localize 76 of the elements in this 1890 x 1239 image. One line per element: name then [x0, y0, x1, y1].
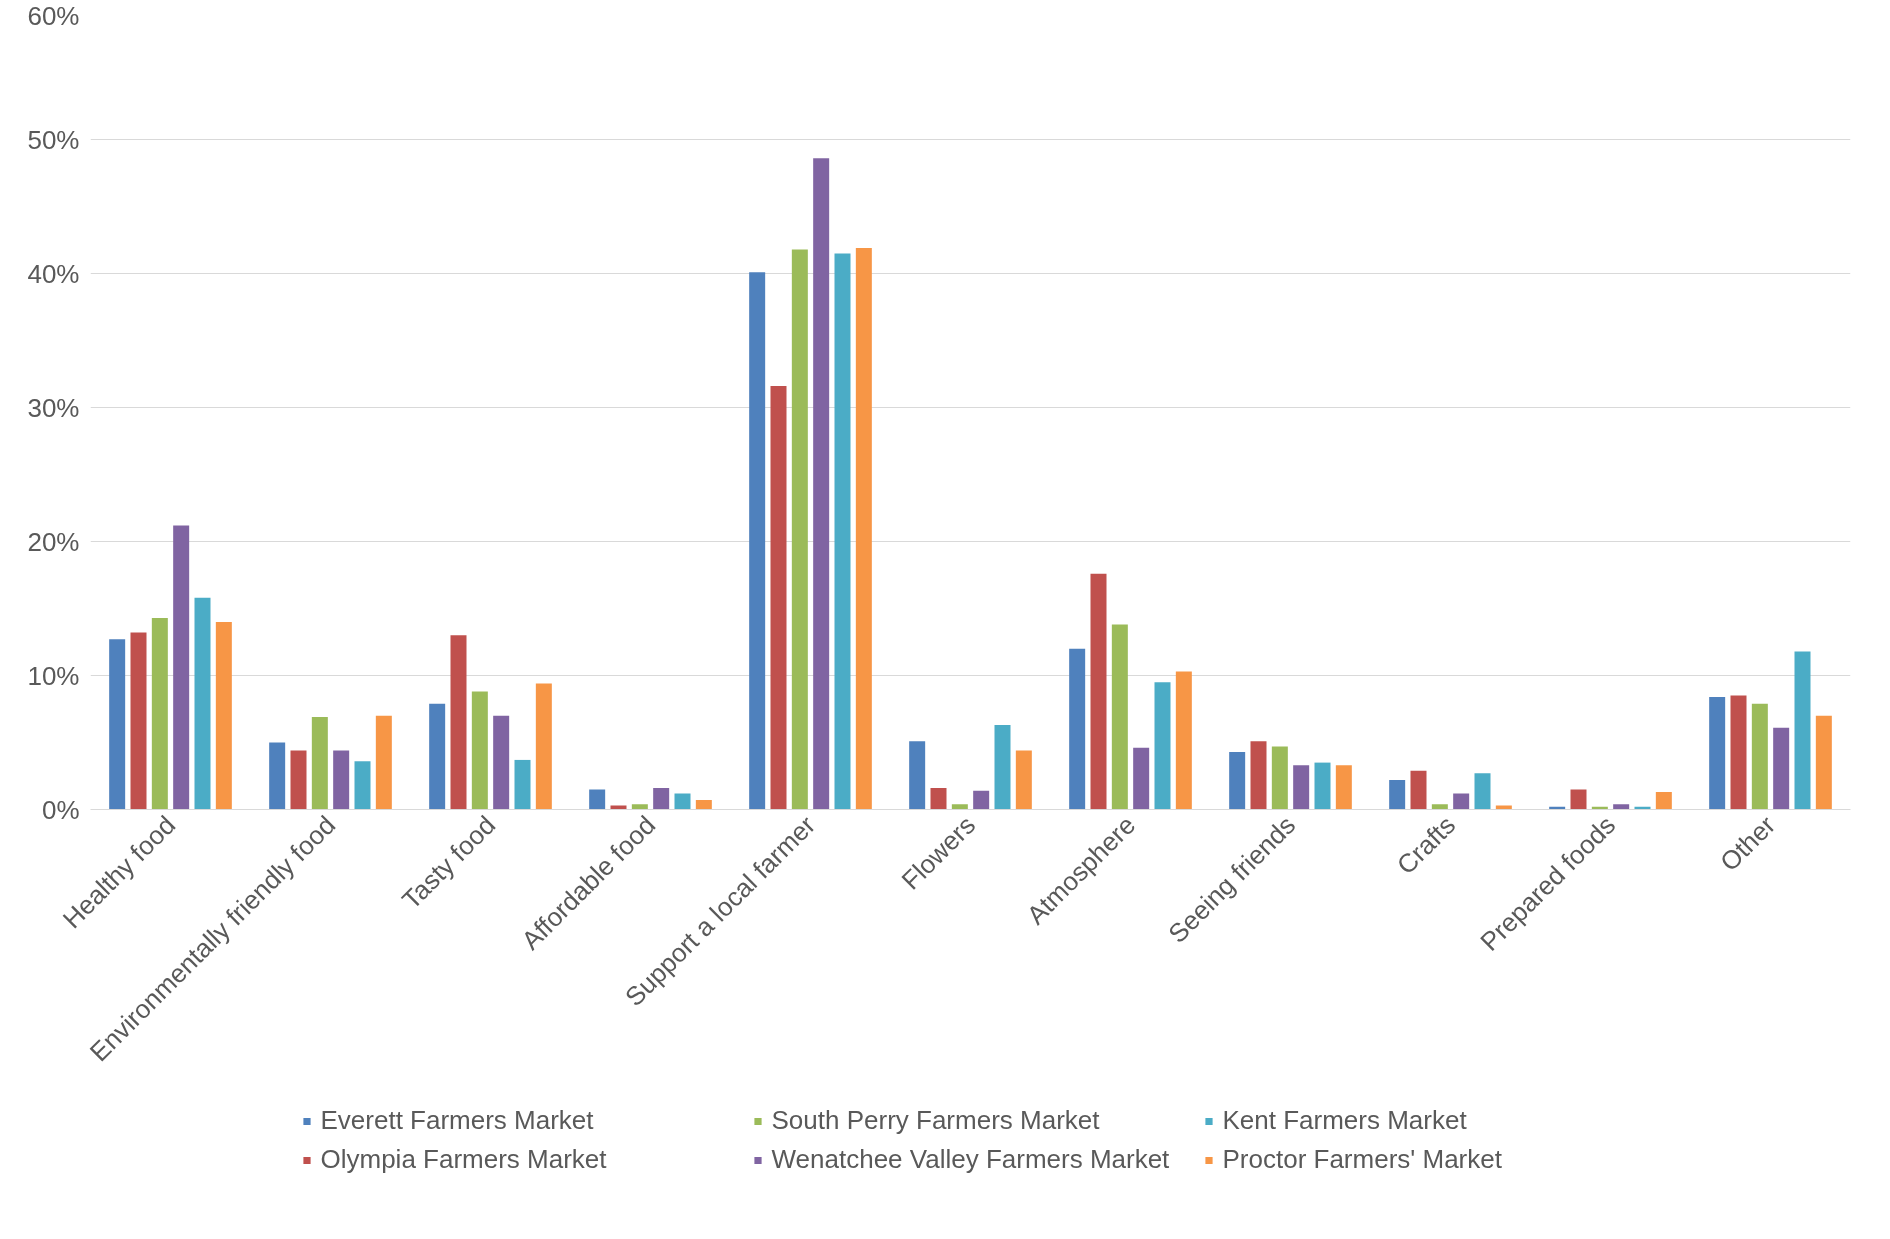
bar [610, 805, 627, 810]
bar [770, 386, 787, 810]
bar [1453, 793, 1470, 810]
legend-label: Kent Farmers Market [1222, 1105, 1468, 1136]
bar [1111, 624, 1128, 810]
legend-label: Proctor Farmers' Market [1222, 1144, 1503, 1175]
bar [450, 635, 467, 810]
bar [674, 793, 691, 810]
y-tick-label: 50% [27, 124, 80, 155]
bar [333, 750, 350, 810]
bar [1015, 750, 1032, 810]
bar [1335, 765, 1352, 810]
bar [130, 632, 147, 810]
y-tick-label: 60% [27, 0, 80, 31]
bar [1655, 792, 1672, 810]
bar [1175, 671, 1192, 810]
bar [1229, 751, 1246, 810]
bar [109, 639, 126, 810]
bar [173, 525, 190, 810]
bar [855, 248, 872, 810]
bar [1773, 727, 1790, 810]
bar [375, 715, 392, 810]
bar [909, 741, 926, 810]
bar [1090, 573, 1107, 810]
bar [1709, 696, 1726, 810]
legend-label: Olympia Farmers Market [320, 1144, 608, 1175]
bar [1613, 804, 1630, 810]
bar [791, 249, 808, 810]
y-tick-label: 40% [27, 258, 80, 289]
bar [653, 788, 670, 810]
bar [973, 790, 990, 810]
bar [1293, 765, 1310, 810]
bar [311, 717, 328, 810]
bar [1069, 648, 1086, 810]
bar [994, 725, 1011, 810]
bar [1314, 762, 1331, 810]
bar [1751, 703, 1768, 810]
bar [1794, 651, 1811, 810]
bar [1154, 682, 1171, 810]
bar [1133, 747, 1150, 810]
bar [215, 621, 232, 810]
bar [471, 691, 488, 810]
bar [535, 683, 552, 810]
bar [151, 617, 168, 810]
bar [589, 789, 606, 810]
bar [514, 759, 531, 810]
bar [1250, 741, 1267, 810]
bar [1271, 746, 1288, 810]
legend-label: Wenatchee Valley Farmers Market [771, 1144, 1171, 1175]
bar [951, 804, 968, 810]
bar [1389, 780, 1406, 810]
bar [194, 597, 211, 810]
y-tick-label: 20% [27, 526, 80, 557]
y-tick-label: 10% [27, 660, 80, 691]
bar [1570, 789, 1587, 810]
legend-label: Everett Farmers Market [320, 1105, 595, 1136]
bar [269, 742, 286, 810]
bar [1815, 715, 1832, 810]
bar [1495, 805, 1512, 810]
bar [834, 253, 851, 810]
bar [813, 158, 830, 810]
legend-label: South Perry Farmers Market [771, 1105, 1101, 1136]
bar [1474, 773, 1491, 810]
bar [1410, 770, 1427, 810]
bar [1730, 695, 1747, 810]
y-tick-label: 30% [27, 392, 80, 423]
bar [290, 750, 307, 810]
bar [749, 272, 766, 810]
bar [695, 800, 712, 810]
bar [930, 788, 947, 810]
bar [1431, 804, 1448, 810]
bar [493, 715, 510, 810]
bar [429, 703, 446, 810]
bar [354, 761, 371, 810]
bar [631, 804, 648, 810]
y-tick-label: 0% [41, 794, 80, 825]
